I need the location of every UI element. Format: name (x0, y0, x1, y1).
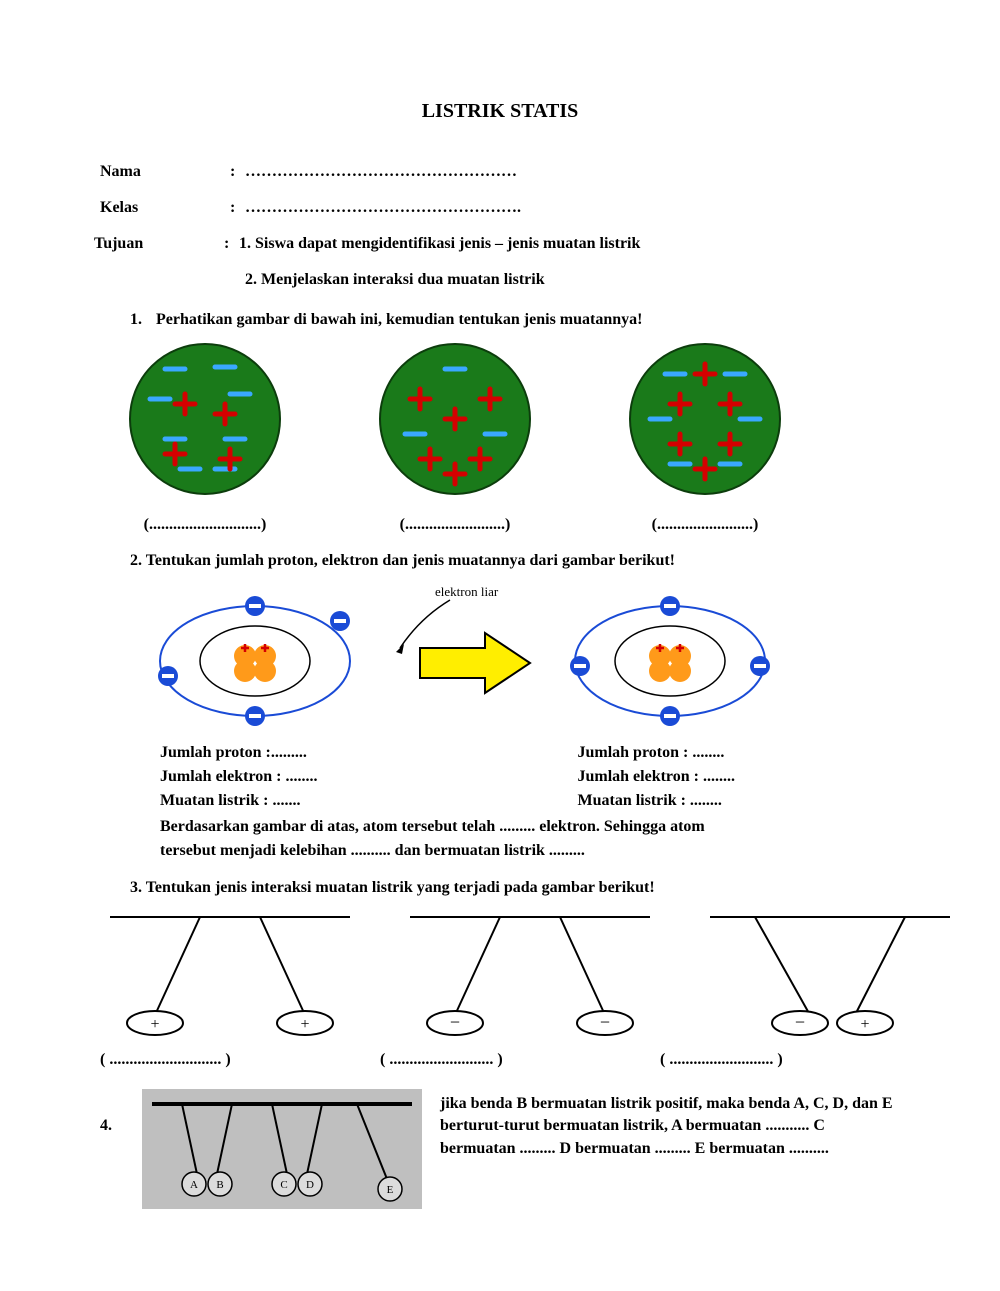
q2-conclusion: Berdasarkan gambar di atas, atom tersebu… (160, 815, 900, 863)
q3-pend-3: − + (700, 905, 960, 1045)
page-title: LISTRIK STATIS (100, 100, 900, 123)
field-tujuan: Tujuan : 1. Siswa dapat mengidentifikasi… (100, 235, 900, 253)
atom-right (560, 581, 780, 731)
kelas-label: Kelas (100, 199, 230, 217)
tujuan-block: Tujuan : 1. Siswa dapat mengidentifikasi… (100, 235, 900, 289)
q2-right-l1: Jumlah proton : ........ (577, 741, 734, 765)
q4-num: 4. (100, 1089, 124, 1135)
q1-blank-2: (.........................) (360, 516, 550, 534)
q2-heading: 2. Tentukan jumlah proton, elektron dan … (130, 552, 900, 570)
q1-circle-1 (110, 339, 300, 504)
q2-right-l3: Muatan listrik : ........ (577, 789, 734, 813)
q1-heading: 1. Perhatikan gambar di bawah ini, kemud… (130, 311, 900, 329)
electron-liar-label: elektron liar (435, 584, 499, 599)
q2-right-l2: Jumlah elektron : ........ (577, 765, 734, 789)
q4-text: jika benda B bermuatan listrik positif, … (440, 1089, 900, 1160)
q3-pendulums: + + − − − + (100, 905, 900, 1045)
svg-text:−: − (795, 1012, 805, 1032)
nama-label: Nama (100, 163, 230, 181)
field-kelas: Kelas : ……………………………………………. (100, 199, 900, 217)
svg-text:E: E (387, 1184, 394, 1196)
svg-text:D: D (306, 1179, 314, 1191)
q2-left-l3: Muatan listrik : ....... (160, 789, 317, 813)
tujuan-sub: 2. Menjelaskan interaksi dua muatan list… (245, 271, 900, 289)
q1-blanks: (............................) (........… (110, 516, 900, 534)
nama-value: …………………………………………… (245, 163, 900, 181)
q1-blank-3: (........................) (610, 516, 800, 534)
q1-circle-2 (360, 339, 550, 504)
field-nama: Nama : …………………………………………… (100, 163, 900, 181)
q1-text: Perhatikan gambar di bawah ini, kemudian… (156, 311, 900, 329)
svg-text:+: + (150, 1016, 159, 1033)
q4-row: 4. A B C D E jika benda B bermuatan list… (100, 1089, 900, 1214)
q3-blank-3: ( .......................... ) (660, 1051, 900, 1069)
q2-left-l1: Jumlah proton :......... (160, 741, 317, 765)
colon: : (230, 163, 245, 181)
q2-right-labels: Jumlah proton : ........ Jumlah elektron… (577, 741, 734, 813)
svg-text:+: + (860, 1016, 869, 1033)
q1-circles (110, 339, 900, 504)
colon: : (224, 235, 239, 253)
q2-labels: Jumlah proton :......... Jumlah elektron… (160, 741, 900, 813)
arrow-diagram: elektron liar (390, 578, 540, 728)
svg-text:−: − (600, 1012, 610, 1032)
q3-pend-2: − − (400, 905, 660, 1045)
q3-blank-1: ( ............................ ) (100, 1051, 340, 1069)
tujuan-label: Tujuan (94, 235, 224, 253)
svg-text:+: + (300, 1016, 309, 1033)
q3-blank-2: ( .......................... ) (380, 1051, 620, 1069)
q4-diagram: A B C D E (142, 1089, 422, 1214)
svg-text:C: C (280, 1179, 287, 1191)
q3-blanks: ( ............................ ) ( .....… (100, 1051, 900, 1069)
q1-num: 1. (130, 311, 156, 329)
q2-left-labels: Jumlah proton :......... Jumlah elektron… (160, 741, 317, 813)
q3-pend-1: + + (100, 905, 360, 1045)
q2-diagram: elektron liar (150, 578, 900, 733)
q2-conc-2: tersebut menjadi kelebihan .......... da… (160, 839, 900, 863)
atom-left (150, 581, 370, 731)
tujuan-value: 1. Siswa dapat mengidentifikasi jenis – … (239, 235, 900, 253)
colon: : (230, 199, 245, 217)
q2-conc-1: Berdasarkan gambar di atas, atom tersebu… (160, 815, 900, 839)
q2-left-l2: Jumlah elektron : ........ (160, 765, 317, 789)
svg-text:B: B (216, 1179, 223, 1191)
q3-heading: 3. Tentukan jenis interaksi muatan listr… (130, 879, 900, 897)
svg-text:−: − (450, 1012, 460, 1032)
q1-blank-1: (............................) (110, 516, 300, 534)
q1-circle-3 (610, 339, 800, 504)
svg-text:A: A (190, 1179, 198, 1191)
kelas-value: ……………………………………………. (245, 199, 900, 217)
